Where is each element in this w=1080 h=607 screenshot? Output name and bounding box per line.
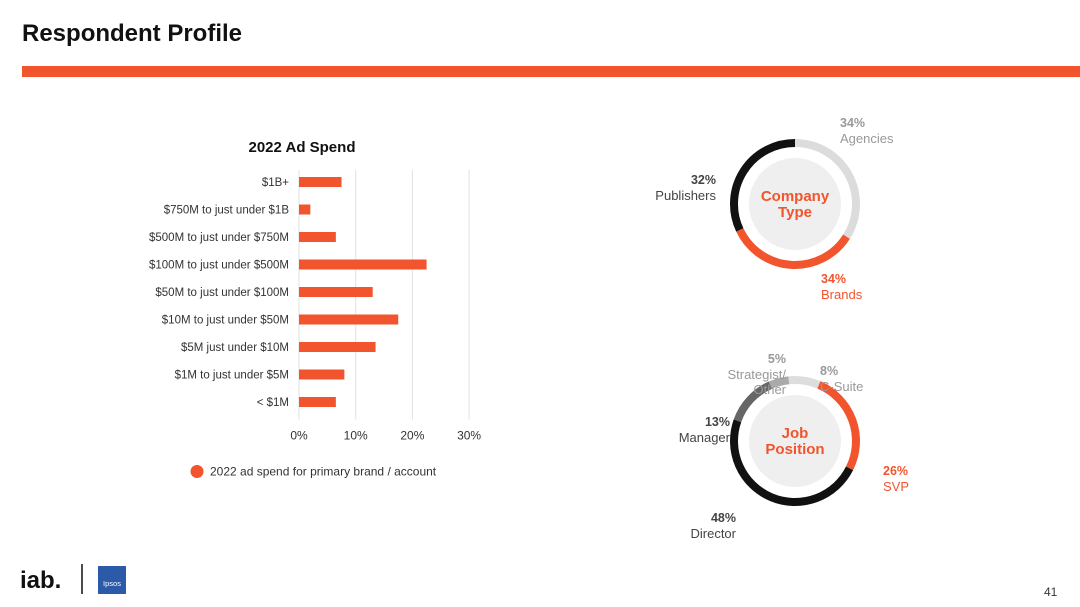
donut-slice xyxy=(794,139,860,239)
slice-percent: 8% xyxy=(820,364,838,378)
category-label: $5M just under $10M xyxy=(181,342,289,354)
accent-rule xyxy=(22,66,1080,77)
donut-inner xyxy=(749,395,841,487)
category-label: $50M to just under $100M xyxy=(155,287,289,299)
slice-name: Manager xyxy=(679,430,731,445)
slice-percent: 34% xyxy=(840,116,865,130)
x-tick-label: 10% xyxy=(344,429,368,443)
x-tick-label: 20% xyxy=(400,429,424,443)
category-label: $500M to just under $750M xyxy=(149,232,289,244)
slice-name: C-Suite xyxy=(820,379,863,394)
company-type-donut: CompanyType34%Agencies34%Brands32%Publis… xyxy=(655,116,894,302)
slice-percent: 34% xyxy=(821,272,846,286)
donut-center-label: Job xyxy=(782,425,809,442)
x-tick-label: 0% xyxy=(290,429,308,443)
donut-center-label: Type xyxy=(778,204,812,221)
donut-slice xyxy=(817,381,860,471)
bar xyxy=(299,369,345,380)
donut-slice xyxy=(730,419,854,506)
category-label: $750M to just under $1B xyxy=(164,205,290,217)
donut-slice xyxy=(768,376,790,389)
bar xyxy=(299,177,342,187)
slice-name: Other xyxy=(753,382,786,397)
donut-slice xyxy=(733,381,773,423)
legend-label: 2022 ad spend for primary brand / accoun… xyxy=(210,465,437,479)
slice-name: SVP xyxy=(883,479,909,494)
bar xyxy=(299,232,336,242)
slice-percent: 5% xyxy=(768,352,786,366)
bar xyxy=(299,259,427,270)
legend-marker xyxy=(190,465,204,478)
donut-center-label: Position xyxy=(765,441,824,458)
slice-name: Agencies xyxy=(840,131,894,146)
bar xyxy=(299,204,311,215)
slice-percent: 48% xyxy=(711,511,736,525)
bar xyxy=(299,314,399,325)
slice-name: Publishers xyxy=(655,188,716,203)
bar xyxy=(299,397,336,407)
category-label: $10M to just under $50M xyxy=(162,315,289,327)
donut-slice xyxy=(788,376,821,389)
footer-logos: iab. Ipsos xyxy=(20,564,126,594)
category-label: < $1M xyxy=(257,397,289,409)
x-tick-label: 30% xyxy=(457,429,481,443)
slice-name: Brands xyxy=(821,287,863,302)
ipsos-logo-badge xyxy=(98,566,126,594)
donut-inner xyxy=(749,158,841,250)
slice-name: Strategist/ xyxy=(727,367,786,382)
page-number: 41 xyxy=(1044,585,1058,599)
category-label: $100M to just under $500M xyxy=(149,260,289,272)
donut-slice xyxy=(736,228,850,269)
bar-chart-title: 2022 Ad Spend xyxy=(249,139,356,156)
slice-percent: 26% xyxy=(883,464,908,478)
ad-spend-bar-chart: 2022 Ad Spend 0% 10% 20% 30% $1B+ $750M to jus… xyxy=(149,139,481,479)
ipsos-logo: Ipsos xyxy=(103,579,121,588)
bar xyxy=(299,287,373,297)
slice-name: Director xyxy=(690,526,736,541)
page-title: Respondent Profile xyxy=(22,20,243,47)
donut-center-label: Company xyxy=(761,188,830,205)
donut-slice xyxy=(730,139,796,232)
category-label: $1M to just under $5M xyxy=(175,370,289,382)
slice-percent: 13% xyxy=(705,415,730,429)
category-label: $1B+ xyxy=(262,177,289,189)
slice-percent: 32% xyxy=(691,173,716,187)
iab-logo: iab. xyxy=(20,567,61,594)
bar xyxy=(299,342,376,352)
